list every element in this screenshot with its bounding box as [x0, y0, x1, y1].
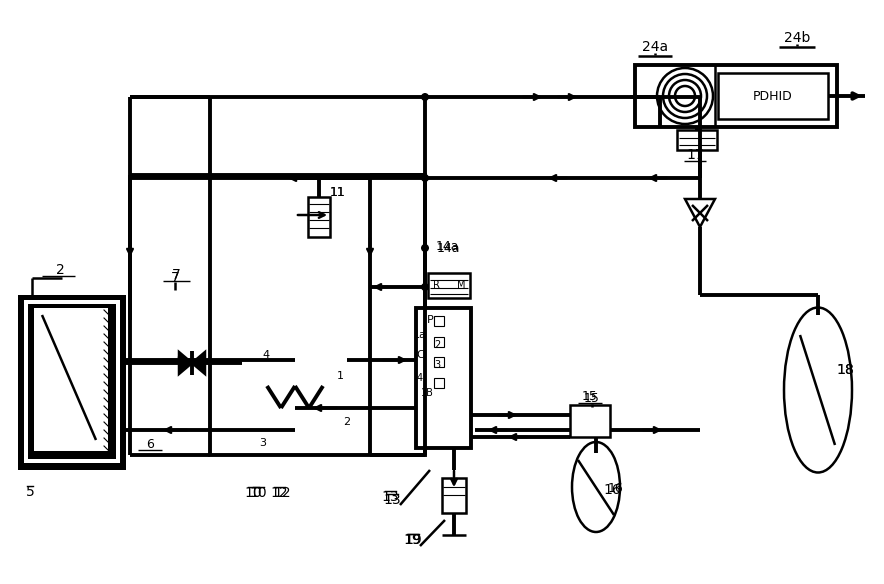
Bar — [442, 478, 466, 513]
Text: 1a: 1a — [414, 330, 426, 340]
Text: 13: 13 — [383, 493, 400, 507]
Text: 4: 4 — [263, 350, 270, 360]
Text: 15: 15 — [582, 391, 598, 404]
Text: 2: 2 — [344, 417, 351, 427]
Polygon shape — [685, 199, 715, 227]
Text: 7: 7 — [171, 268, 180, 282]
Circle shape — [421, 174, 429, 182]
Text: 15: 15 — [584, 391, 600, 405]
Bar — [434, 378, 444, 388]
Text: 24b: 24b — [784, 31, 811, 45]
Text: 10: 10 — [244, 486, 262, 500]
Text: 10: 10 — [249, 486, 267, 500]
Text: 13: 13 — [381, 490, 399, 504]
Text: 16: 16 — [603, 483, 621, 497]
Bar — [416, 308, 471, 448]
Bar — [635, 65, 837, 127]
Text: M: M — [457, 280, 465, 290]
Circle shape — [325, 371, 335, 381]
Bar — [18, 295, 126, 470]
Text: 4: 4 — [417, 373, 423, 383]
Bar — [718, 73, 828, 119]
Bar — [308, 197, 330, 237]
Text: 14a: 14a — [435, 241, 459, 253]
Text: 19: 19 — [404, 533, 422, 547]
Circle shape — [272, 439, 278, 443]
Bar — [24, 300, 120, 463]
Text: R: R — [432, 280, 439, 290]
Bar — [428, 273, 470, 298]
Text: 18: 18 — [836, 363, 854, 377]
Text: 3: 3 — [434, 360, 440, 370]
Text: C: C — [416, 350, 423, 360]
Ellipse shape — [572, 442, 620, 532]
Text: 7: 7 — [171, 271, 179, 285]
Text: 1B: 1B — [421, 388, 433, 398]
Bar — [210, 175, 425, 455]
Circle shape — [332, 418, 338, 422]
Bar — [677, 130, 717, 150]
Bar — [28, 304, 116, 459]
Text: 11: 11 — [330, 186, 346, 199]
Circle shape — [276, 350, 286, 360]
Text: 5: 5 — [26, 485, 34, 499]
Circle shape — [669, 80, 701, 112]
Circle shape — [270, 436, 280, 446]
Text: P: P — [427, 315, 433, 325]
Bar — [570, 405, 610, 437]
Polygon shape — [192, 352, 205, 374]
Text: PDHID: PDHID — [753, 89, 793, 103]
Circle shape — [675, 86, 695, 106]
Circle shape — [657, 68, 713, 124]
Text: 16: 16 — [608, 482, 624, 495]
Text: 12: 12 — [273, 486, 291, 500]
Circle shape — [421, 244, 429, 252]
Bar — [434, 316, 444, 326]
Text: 14a: 14a — [436, 242, 460, 255]
Text: 18: 18 — [836, 363, 854, 377]
Circle shape — [243, 346, 347, 450]
Text: 12: 12 — [271, 486, 288, 500]
Bar — [34, 308, 108, 451]
Polygon shape — [179, 352, 192, 374]
Text: 19: 19 — [403, 533, 421, 547]
Text: 1: 1 — [337, 371, 344, 381]
Circle shape — [421, 93, 429, 101]
Text: 6: 6 — [146, 437, 154, 450]
Text: 24a: 24a — [642, 40, 668, 54]
Text: 2: 2 — [56, 263, 65, 277]
Circle shape — [278, 353, 284, 357]
Bar — [434, 337, 444, 347]
Text: 2: 2 — [434, 340, 440, 350]
Circle shape — [330, 415, 340, 425]
Ellipse shape — [784, 308, 852, 472]
Circle shape — [327, 374, 332, 378]
Text: 11: 11 — [330, 186, 346, 200]
Text: 3: 3 — [260, 438, 266, 448]
Text: 17: 17 — [686, 148, 704, 162]
Bar — [434, 357, 444, 367]
Circle shape — [663, 74, 707, 118]
Circle shape — [421, 283, 429, 291]
